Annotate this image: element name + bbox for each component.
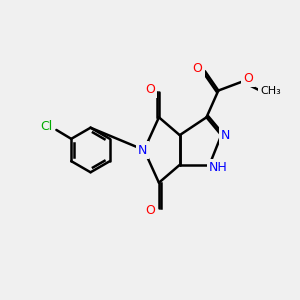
Text: Cl: Cl bbox=[40, 121, 52, 134]
Text: N: N bbox=[138, 143, 147, 157]
Text: O: O bbox=[243, 72, 253, 85]
Text: O: O bbox=[193, 62, 202, 75]
Text: CH₃: CH₃ bbox=[260, 85, 281, 96]
Text: NH: NH bbox=[209, 161, 228, 174]
Text: O: O bbox=[145, 204, 155, 218]
Text: N: N bbox=[221, 129, 230, 142]
Text: O: O bbox=[145, 82, 155, 96]
